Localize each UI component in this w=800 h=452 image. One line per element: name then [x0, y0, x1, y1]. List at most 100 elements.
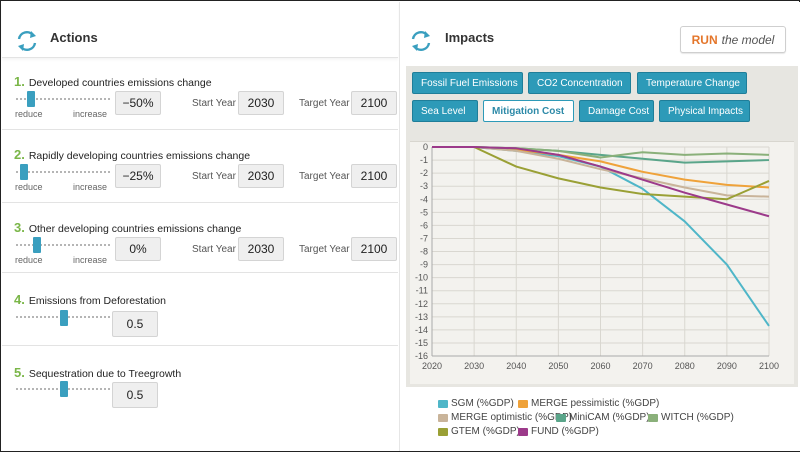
reduce-label: reduce [15, 255, 43, 265]
legend-swatch [518, 427, 528, 436]
y-tick-label: 0 [423, 142, 428, 152]
action-label: Developed countries emissions change [28, 77, 212, 89]
deforestation-value[interactable]: 0.5 [112, 311, 158, 337]
emissions-slider-track[interactable] [16, 98, 110, 104]
actions-header: Actions [2, 2, 398, 58]
y-tick-label: -15 [415, 338, 428, 348]
x-tick-label: 2020 [422, 361, 442, 371]
deforestation-slider-thumb[interactable] [60, 310, 68, 326]
tab-damage-cost[interactable]: Damage Cost [579, 100, 654, 122]
target-year-label: Target Year [299, 171, 350, 182]
tab-sea-level[interactable]: Sea Level [412, 100, 478, 122]
legend-label: MERGE optimistic (%GDP) [451, 412, 573, 423]
tab-co2-concentration[interactable]: CO2 Concentration [528, 72, 631, 94]
increase-label: increase [73, 255, 108, 265]
reduce-label: reduce [15, 182, 43, 192]
legend-swatch [518, 399, 528, 408]
action-label: Rapidly developing countries emissions c… [28, 150, 251, 162]
legend-item[interactable]: MERGE optimistic (%GDP) [438, 412, 572, 423]
tab-label: Mitigation Cost [492, 105, 565, 117]
emissions-slider-track[interactable] [16, 171, 110, 177]
y-tick-label: -11 [416, 286, 428, 296]
y-tick-label: -16 [415, 351, 428, 361]
tab-temperature-change[interactable]: Temperature Change [637, 72, 747, 94]
target-year-label: Target Year [299, 244, 350, 255]
y-tick-label: -3 [420, 181, 428, 191]
tab-label: Fossil Fuel Emissions [421, 77, 518, 89]
treegrowth-slider-thumb[interactable] [60, 381, 68, 397]
legend-item[interactable]: MERGE pessimistic (%GDP) [518, 398, 659, 409]
y-tick-label: -6 [420, 220, 428, 230]
tab-label: Sea Level [421, 105, 466, 117]
start-year-label: Start Year [192, 98, 236, 109]
legend-label: FUND (%GDP) [531, 426, 599, 437]
start-year-field[interactable]: 2030 [238, 164, 284, 188]
action-number: 1. [14, 74, 25, 89]
action-title: 4. Emissions from Deforestation [14, 292, 166, 307]
y-tick-label: -12 [415, 299, 428, 309]
emissions-change-value[interactable]: 0% [115, 237, 161, 261]
reduce-label: reduce [15, 109, 43, 119]
start-year-field[interactable]: 2030 [238, 237, 284, 261]
x-tick-label: 2030 [464, 361, 484, 371]
target-year-field[interactable]: 2100 [351, 164, 397, 188]
target-year-label: Target Year [299, 98, 350, 109]
emissions-slider-track[interactable] [16, 244, 110, 250]
action-row-rapidly-developing: 2. Rapidly developing countries emissions… [2, 130, 398, 203]
target-year-field[interactable]: 2100 [351, 91, 397, 115]
series-line [432, 146, 770, 201]
legend-label: MERGE pessimistic (%GDP) [531, 398, 660, 409]
x-tick-label: 2050 [548, 361, 568, 371]
emissions-slider-thumb[interactable] [20, 164, 28, 180]
legend-swatch [438, 399, 448, 408]
tab-label: Damage Cost [588, 105, 650, 117]
legend-label: MiniCAM (%GDP) [569, 412, 650, 423]
action-label: Sequestration due to Treegrowth [28, 368, 182, 380]
tab-fossil-fuel-emissions[interactable]: Fossil Fuel Emissions [412, 72, 523, 94]
y-tick-label: -9 [420, 260, 428, 270]
legend-item[interactable]: FUND (%GDP) [518, 426, 599, 437]
y-tick-label: -4 [420, 194, 428, 204]
action-row-deforestation: 4. Emissions from Deforestation 0.5 [2, 273, 398, 346]
legend-item[interactable]: WITCH (%GDP) [648, 412, 734, 423]
legend-label: WITCH (%GDP) [661, 412, 734, 423]
action-number: 4. [14, 292, 25, 307]
x-tick-label: 2090 [717, 361, 737, 371]
action-row-other-developing: 3. Other developing countries emissions c… [2, 203, 398, 273]
treegrowth-value[interactable]: 0.5 [112, 382, 158, 408]
target-year-field[interactable]: 2100 [351, 237, 397, 261]
cycle-icon [411, 31, 431, 51]
tab-label: Temperature Change [646, 77, 740, 89]
emissions-change-value[interactable]: −25% [115, 164, 161, 188]
start-year-field[interactable]: 2030 [238, 91, 284, 115]
tab-mitigation-cost[interactable]: Mitigation Cost [483, 100, 574, 122]
impacts-panel: Impacts RUN the model Fossil Fuel Emissi… [399, 2, 800, 451]
start-year-label: Start Year [192, 244, 236, 255]
action-row-developed: 1. Developed countries emissions change r… [2, 58, 398, 130]
legend-item[interactable]: GTEM (%GDP) [438, 426, 520, 437]
action-title: 1. Developed countries emissions change [14, 74, 212, 89]
action-number: 2. [14, 147, 25, 162]
emissions-change-value[interactable]: −50% [115, 91, 161, 115]
series-line [432, 146, 770, 218]
run-label: RUN [691, 32, 718, 47]
y-tick-label: -7 [420, 233, 428, 243]
mitigation-cost-chart: 0 -1 -2 -3 -4 -5 -6 -7 -8 -9 -10 -11 -12 -13 -14 -15 -16… [415, 142, 779, 371]
increase-label: increase [73, 182, 108, 192]
legend-item[interactable]: MiniCAM (%GDP) [556, 412, 650, 423]
run-model-button[interactable]: RUN the model [680, 26, 786, 53]
tab-label: Physical Impacts [668, 105, 744, 117]
y-tick-label: -2 [420, 168, 428, 178]
legend-item[interactable]: SGM (%GDP) [438, 398, 514, 409]
legend-swatch [438, 413, 448, 422]
legend-swatch [648, 413, 658, 422]
legend-label: GTEM (%GDP) [451, 426, 520, 437]
x-tick-label: 2070 [633, 361, 653, 371]
tab-physical-impacts[interactable]: Physical Impacts [659, 100, 750, 122]
emissions-slider-thumb[interactable] [33, 237, 41, 253]
emissions-slider-thumb[interactable] [27, 91, 35, 107]
impacts-title: Impacts [445, 30, 495, 45]
actions-panel: Actions 1. Developed countries emissions … [2, 2, 398, 451]
action-number: 5. [14, 365, 25, 380]
